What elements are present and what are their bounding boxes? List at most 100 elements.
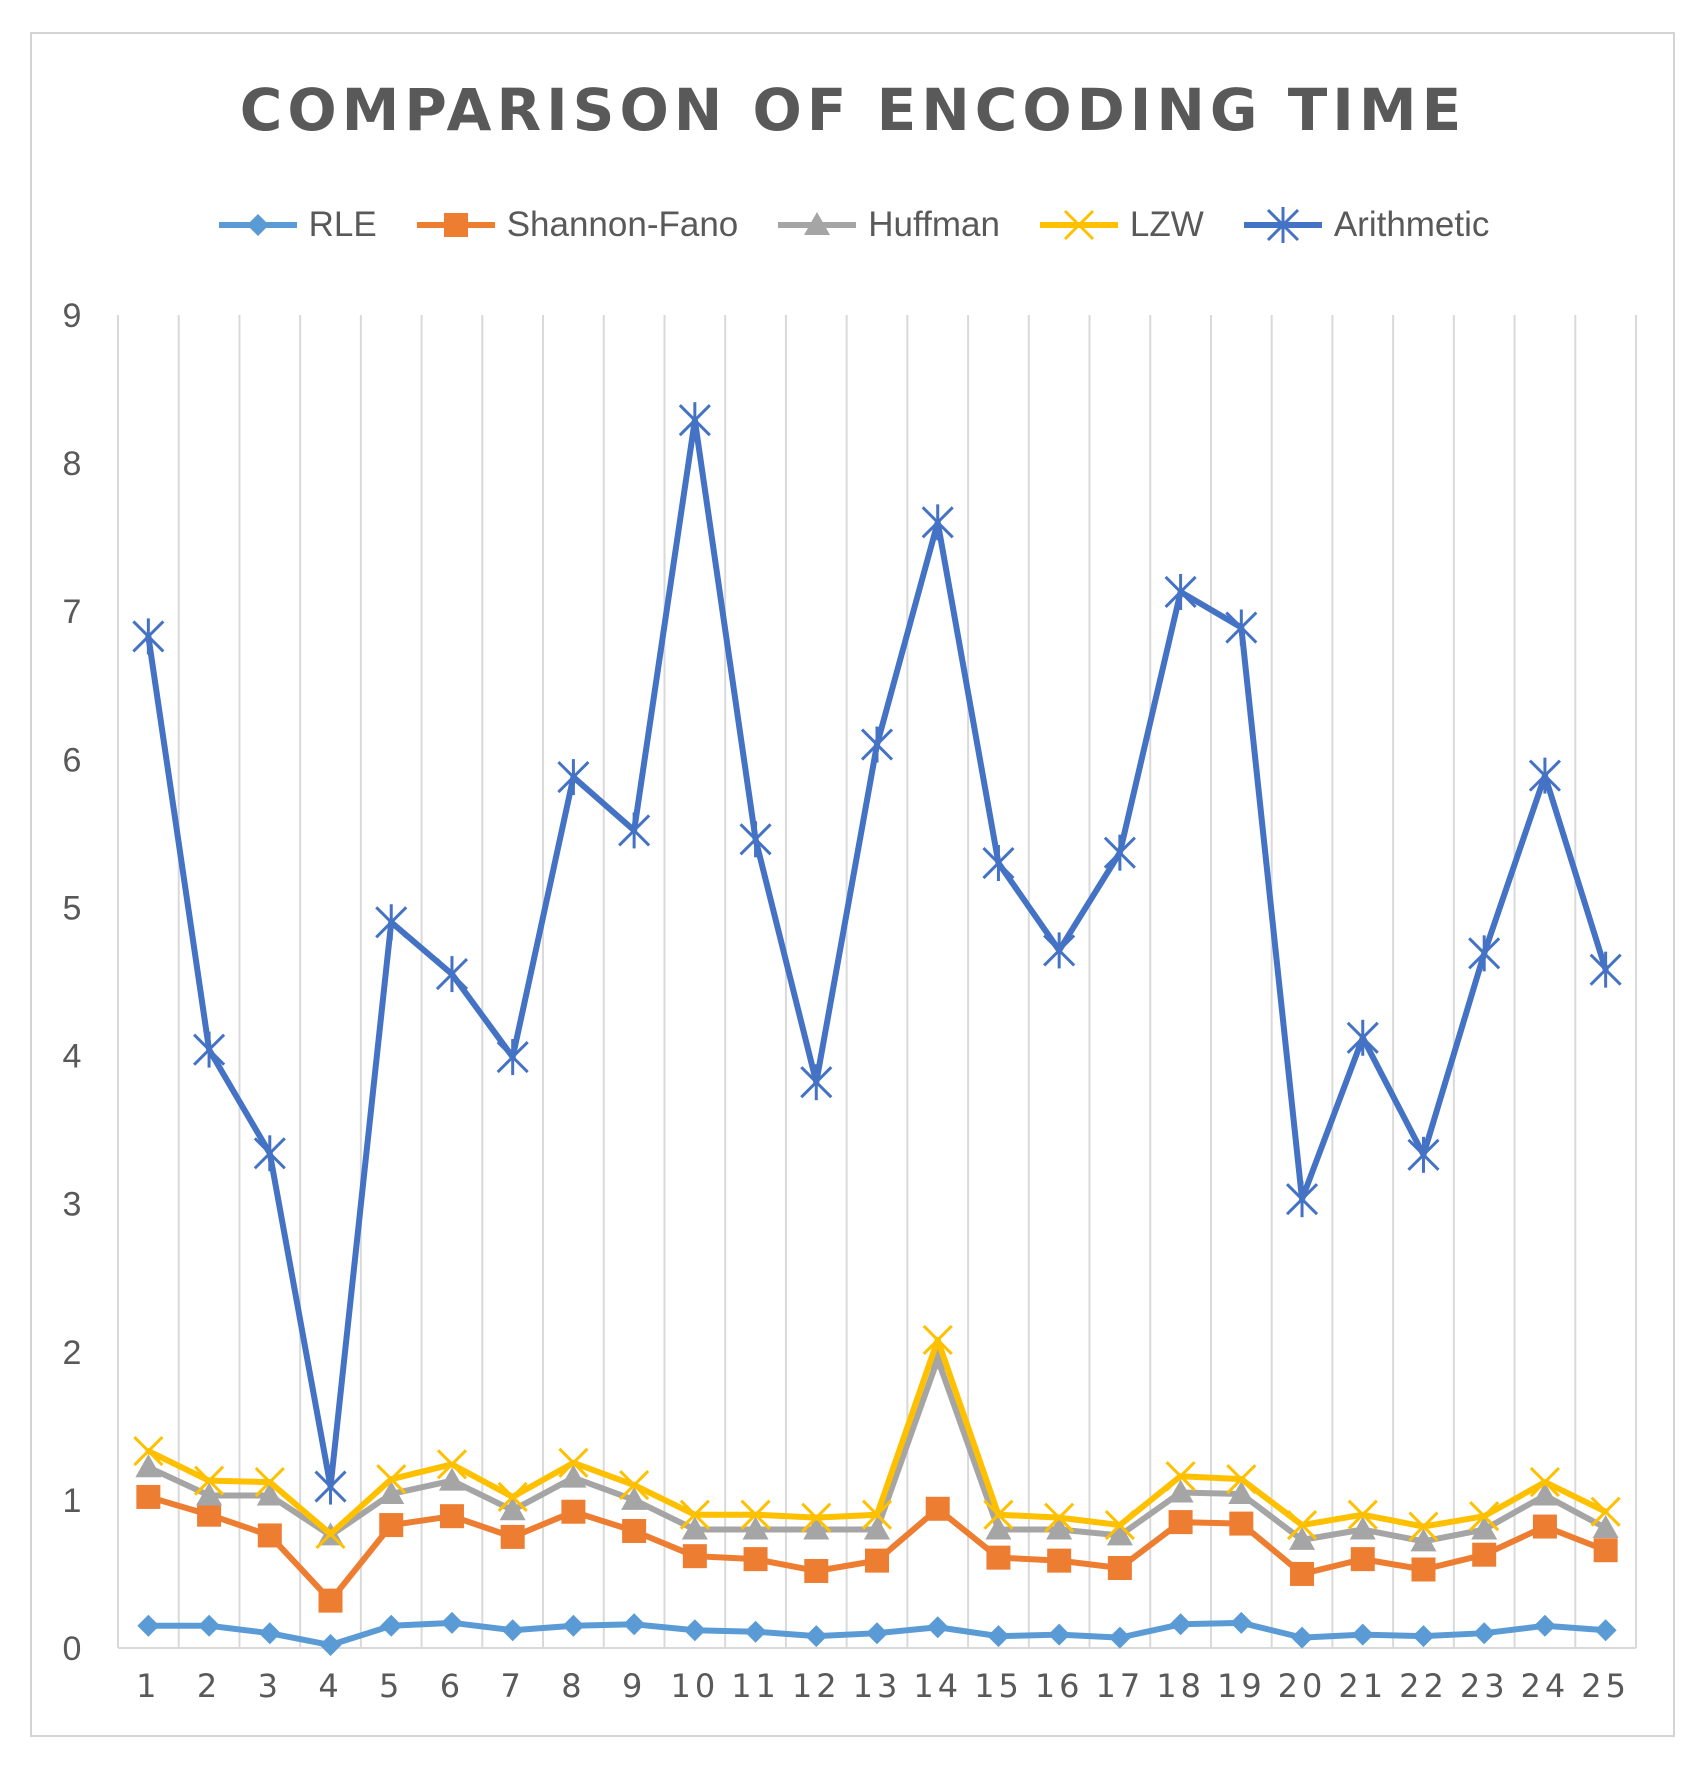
data-point — [375, 904, 408, 941]
data-point — [1528, 757, 1561, 794]
data-point — [925, 1496, 950, 1521]
data-point — [866, 1622, 888, 1645]
data-point — [679, 1499, 710, 1530]
data-point — [681, 1516, 708, 1540]
data-point — [623, 1613, 646, 1636]
data-point — [1471, 1516, 1498, 1540]
data-point — [1594, 1619, 1617, 1642]
y-tick-label: 2 — [63, 1334, 82, 1372]
series-arithmetic — [132, 402, 1622, 1505]
data-point — [438, 1467, 465, 1491]
data-point — [1226, 1464, 1257, 1495]
x-tick-label: 10 — [670, 1667, 719, 1705]
data-point — [986, 1545, 1011, 1570]
data-point — [1169, 1613, 1192, 1636]
data-point — [1349, 1516, 1376, 1540]
data-point — [1346, 1019, 1379, 1056]
x-tick-label: 5 — [379, 1667, 403, 1705]
data-point — [196, 1482, 223, 1506]
legend-marker — [1266, 207, 1299, 243]
data-point — [865, 1548, 889, 1573]
legend-item-rle: RLE — [217, 205, 377, 245]
data-point — [257, 1523, 282, 1548]
legend-label: Arithmetic — [1333, 205, 1490, 244]
data-point — [258, 1622, 281, 1645]
data-point — [1590, 1496, 1621, 1527]
data-point — [805, 1625, 828, 1648]
data-point — [1167, 1479, 1194, 1503]
series-line — [145, 417, 1609, 1490]
data-point — [198, 1614, 221, 1637]
x-tick-label: 16 — [1035, 1667, 1084, 1705]
x-tick-label: 4 — [318, 1667, 342, 1705]
x-tick-label: 17 — [1096, 1667, 1145, 1705]
data-point — [1107, 1556, 1132, 1581]
data-point — [1533, 1614, 1556, 1637]
data-point — [1286, 1510, 1318, 1541]
x-tick-label: 15 — [974, 1667, 1023, 1705]
data-point — [1592, 1515, 1619, 1539]
data-point — [315, 1518, 346, 1550]
legend: RLE Shannon-Fano Huffman LZW Arithmetic — [0, 200, 1706, 250]
legend-marker — [1063, 209, 1094, 241]
x-tick-label: 25 — [1581, 1667, 1630, 1705]
x-tick-label: 13 — [853, 1667, 902, 1705]
data-point — [133, 1435, 164, 1467]
data-point — [1529, 1467, 1560, 1498]
legend-item-lzw: LZW — [1038, 205, 1204, 245]
legend-item-huffman: Huffman — [776, 205, 1000, 245]
data-point — [861, 1499, 893, 1530]
data-point — [1593, 1538, 1618, 1563]
data-point — [622, 1518, 647, 1543]
data-point — [562, 1614, 585, 1637]
data-point — [558, 1447, 589, 1478]
data-point — [683, 1619, 706, 1642]
data-point — [1410, 1528, 1437, 1552]
data-point — [739, 821, 772, 858]
x-tick-label: 18 — [1156, 1667, 1205, 1705]
data-point — [1291, 1626, 1314, 1649]
data-point — [501, 1619, 524, 1642]
x-tick-label: 20 — [1278, 1667, 1327, 1705]
data-point — [1531, 1482, 1558, 1506]
data-point — [982, 845, 1015, 882]
y-tick-label: 1 — [63, 1482, 82, 1520]
data-point — [440, 1611, 463, 1634]
data-point — [1230, 1611, 1253, 1634]
data-point — [742, 1516, 769, 1540]
data-point — [1048, 1623, 1071, 1646]
x-tick-label: 22 — [1399, 1667, 1448, 1705]
data-point — [1469, 1501, 1500, 1532]
legend-label: Shannon-Fano — [506, 205, 739, 244]
data-point — [197, 1502, 222, 1527]
y-tick-label: 9 — [63, 297, 82, 335]
data-point — [1225, 609, 1258, 646]
y-tick-label: 5 — [63, 889, 82, 927]
data-point — [496, 1039, 529, 1076]
data-point — [1350, 1547, 1375, 1572]
data-point — [256, 1482, 283, 1506]
data-point — [319, 1634, 342, 1657]
data-point — [801, 1502, 832, 1533]
legend-swatch — [1039, 209, 1118, 241]
data-point — [376, 1464, 407, 1495]
data-point — [1289, 1526, 1316, 1550]
data-point — [744, 1620, 767, 1643]
data-point — [1589, 951, 1622, 988]
data-point — [1046, 1516, 1073, 1540]
data-point — [1168, 1510, 1193, 1535]
data-point — [435, 956, 469, 993]
gridlines — [117, 315, 1637, 1648]
data-point — [1285, 1181, 1319, 1218]
legend-label: Huffman — [868, 205, 1000, 244]
data-point — [380, 1614, 403, 1637]
y-tick-labels: 0 1 2 3 4 5 6 7 8 9 — [63, 297, 82, 1668]
legend-label: LZW — [1129, 205, 1204, 244]
series-shannon-fano — [136, 1484, 1618, 1613]
legend-swatch — [1243, 207, 1322, 243]
data-point — [800, 1064, 833, 1101]
data-point — [560, 1464, 587, 1488]
data-point — [253, 1135, 286, 1172]
data-point — [379, 1513, 404, 1538]
